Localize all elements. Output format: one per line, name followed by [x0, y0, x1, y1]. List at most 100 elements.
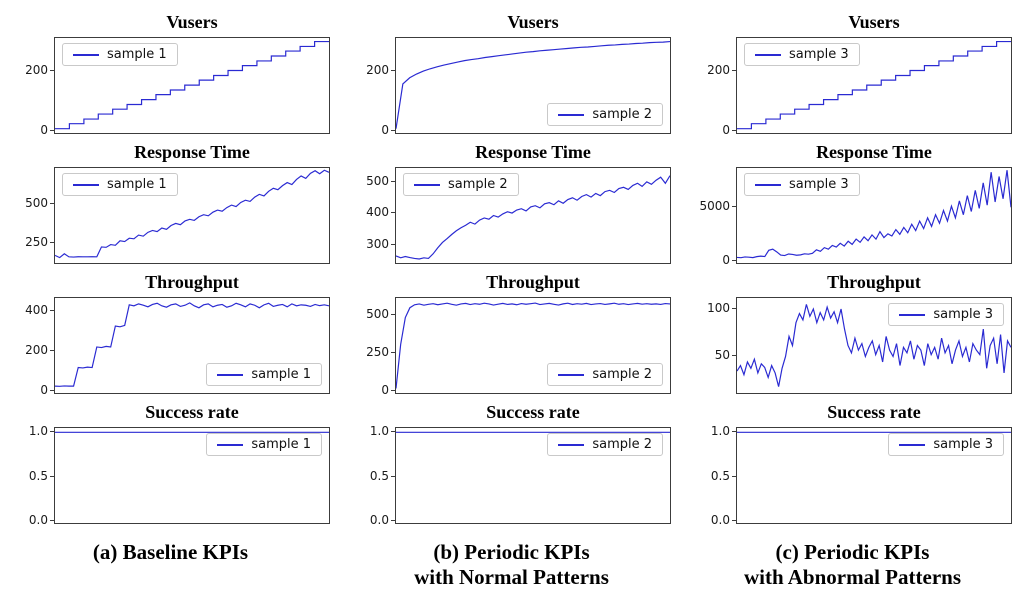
legend-line-swatch [558, 113, 585, 116]
caption-abnormal: (c) Periodic KPIs with Abnormal Patterns [682, 540, 1023, 590]
y-tick-mark [391, 475, 395, 477]
legend: sample 1 [62, 43, 178, 66]
y-tick-label: 50 [714, 347, 730, 362]
plot-area: sample 3 [736, 297, 1012, 394]
legend-line-swatch [217, 443, 244, 446]
caption-line: with Abnormal Patterns [744, 564, 961, 589]
legend-label: sample 2 [592, 367, 652, 382]
caption-line: (b) Periodic KPIs [433, 540, 590, 564]
y-tick-label: 0.0 [710, 512, 730, 527]
plot-area: sample 3 [736, 37, 1012, 134]
legend-label: sample 1 [107, 177, 167, 192]
line-plot [55, 40, 329, 130]
legend: sample 2 [547, 103, 663, 126]
y-tick-label: 1.0 [710, 424, 730, 439]
chart-title: Vusers [507, 12, 559, 32]
caption-line: (a) Baseline KPIs [92, 540, 249, 564]
legend: sample 2 [547, 433, 663, 456]
y-tick-label: 500 [366, 174, 389, 189]
y-tick-mark [391, 390, 395, 392]
y-tick-label: 400 [25, 303, 48, 317]
chart-title: Response Time [134, 142, 250, 162]
chart-title: Throughput [486, 272, 580, 292]
plot-area: sample 1 [54, 297, 330, 394]
y-tick-label: 1.0 [28, 424, 48, 439]
caption-line: (c) Periodic KPIs [775, 540, 930, 564]
y-tick-mark [391, 212, 395, 214]
figure-captions: (a) Baseline KPIs (b) Periodic KPIs with… [0, 540, 1024, 590]
chart-title: Success rate [827, 402, 921, 422]
caption-baseline: (a) Baseline KPIs [0, 540, 341, 590]
y-tick-label: 200 [366, 63, 389, 78]
y-tick-label: 500 [25, 195, 48, 210]
y-tick-mark [50, 242, 54, 244]
line-plot [55, 431, 329, 433]
y-tick-label: 5000 [699, 199, 730, 214]
y-tick-mark [391, 70, 395, 72]
plot-area: sample 2 [395, 167, 671, 264]
y-tick-mark [732, 354, 736, 356]
y-tick-label: 200 [25, 63, 48, 78]
chart-vusers-abnormal: Vusers sample 3 0 200 [682, 8, 1023, 138]
chart-success-rate-normal: Success rate sample 2 0.0 0.5 1.0 [341, 398, 682, 528]
legend-label: sample 2 [592, 107, 652, 122]
y-tick-mark [50, 390, 54, 391]
legend: sample 1 [206, 363, 322, 386]
y-tick-mark [732, 308, 736, 310]
y-tick-mark [391, 431, 395, 433]
y-tick-mark [391, 313, 395, 315]
y-tick-mark [732, 206, 736, 208]
legend-label: sample 3 [789, 177, 849, 192]
plot-area: sample 2 [395, 427, 671, 524]
line-plot [737, 304, 1011, 387]
y-tick-label: 1.0 [369, 424, 389, 439]
y-tick-mark [50, 202, 54, 204]
y-tick-mark [50, 310, 54, 311]
legend: sample 3 [744, 173, 860, 196]
legend-line-swatch [899, 313, 926, 316]
chart-grid: Vusers sample 1 0 200 Vusers sample 2 0 20… [0, 8, 1024, 528]
plot-area: sample 2 [395, 37, 671, 134]
line-plot [396, 175, 670, 260]
y-tick-mark [391, 519, 395, 521]
y-tick-mark [391, 351, 395, 353]
legend-line-swatch [217, 373, 244, 376]
plot-area: sample 3 [736, 167, 1012, 264]
y-tick-label: 200 [707, 63, 730, 78]
plot-area: sample 1 [54, 37, 330, 134]
y-tick-label: 0.5 [710, 468, 730, 483]
legend-line-swatch [755, 183, 781, 186]
y-tick-mark [50, 350, 54, 351]
y-tick-label: 250 [366, 344, 389, 359]
legend-label: sample 1 [251, 367, 311, 382]
plot-area: sample 1 [54, 427, 330, 524]
y-tick-label: 0 [40, 122, 48, 137]
y-tick-label: 0 [722, 253, 730, 268]
legend-label: sample 1 [107, 47, 167, 62]
chart-title: Success rate [145, 402, 239, 422]
y-tick-mark [732, 431, 736, 433]
chart-title: Response Time [475, 142, 591, 162]
legend-label: sample 3 [933, 307, 993, 322]
plot-area: sample 3 [736, 427, 1012, 524]
y-tick-label: 400 [366, 205, 389, 220]
line-plot [396, 302, 670, 389]
legend-line-swatch [755, 53, 781, 56]
y-tick-label: 0 [381, 122, 389, 137]
y-tick-label: 0.5 [28, 468, 48, 483]
y-tick-mark [391, 129, 395, 131]
chart-throughput-baseline: Throughput sample 1 0 200 400 [0, 268, 341, 398]
y-tick-label: 0.0 [28, 512, 48, 527]
y-tick-mark [732, 260, 736, 262]
line-plot [737, 431, 1011, 433]
y-tick-label: 200 [25, 343, 48, 357]
y-tick-mark [732, 70, 736, 72]
y-tick-label: 0.0 [369, 512, 389, 527]
y-tick-label: 300 [366, 236, 389, 251]
chart-title: Success rate [486, 402, 580, 422]
legend-line-swatch [558, 373, 585, 376]
y-tick-mark [50, 519, 54, 521]
line-plot [737, 170, 1011, 259]
chart-throughput-abnormal: Throughput sample 3 50 100 [682, 268, 1023, 398]
